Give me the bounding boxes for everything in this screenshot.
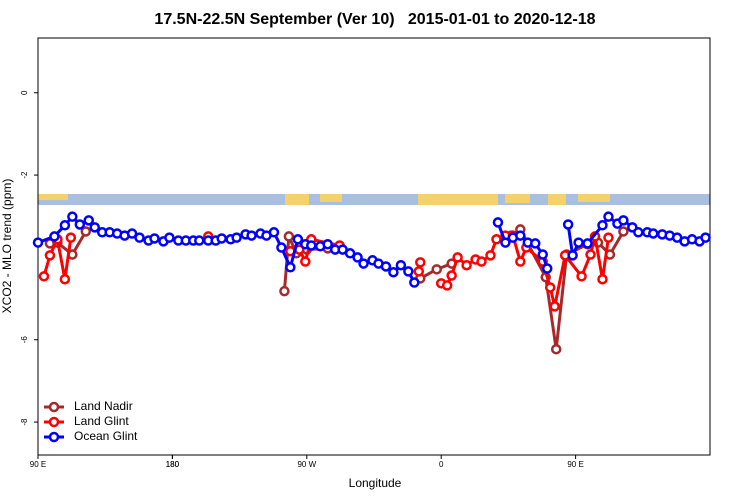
data-point: [38, 271, 50, 282]
y-tick-label: -6: [20, 336, 29, 344]
data-point: [74, 219, 86, 230]
data-point: [164, 232, 175, 243]
legend-marker: [48, 416, 60, 428]
data-point: [597, 220, 608, 231]
data-point: [550, 343, 562, 355]
data-point: [306, 240, 317, 251]
data-point: [492, 217, 504, 228]
data-point: [567, 250, 578, 261]
data-point: [409, 277, 420, 288]
data-point: [285, 262, 296, 273]
data-point: [544, 282, 556, 293]
data-point: [292, 234, 304, 245]
data-point: [83, 215, 95, 226]
y-tick-label: 0: [20, 90, 29, 95]
data-point: [246, 230, 257, 241]
data-point: [415, 257, 426, 268]
data-point: [268, 227, 280, 238]
data-point: [59, 220, 71, 231]
data-point: [549, 301, 560, 312]
data-point: [585, 249, 596, 260]
chart-title: 17.5N-22.5N September (Ver 10) 2015-01-0…: [154, 11, 595, 28]
x-tick-label: 90 E: [30, 460, 46, 469]
y-tick-label: -2: [20, 171, 29, 179]
data-point: [515, 230, 526, 241]
data-point: [648, 228, 659, 239]
legend-label: Land Glint: [74, 414, 129, 428]
data-point: [276, 242, 287, 253]
data-point: [134, 232, 145, 243]
data-point: [461, 259, 472, 271]
legend-marker: [48, 401, 60, 413]
data-point: [582, 238, 593, 249]
x-tick-label: 180: [166, 460, 180, 469]
legend-marker: [48, 431, 60, 443]
data-point: [216, 233, 227, 244]
data-point: [446, 270, 457, 281]
x-tick-label: 0: [439, 460, 444, 469]
x-axis-label: Longitude: [349, 476, 402, 490]
data-point: [700, 232, 711, 243]
data-point: [576, 271, 587, 282]
legend-label: Ocean Glint: [74, 429, 138, 443]
data-point: [452, 252, 463, 263]
data-point: [431, 264, 442, 275]
data-point: [618, 215, 629, 226]
data-point: [603, 232, 614, 243]
data-point: [67, 211, 78, 222]
data-point: [515, 256, 526, 267]
data-point: [633, 227, 644, 238]
data-point: [149, 233, 160, 244]
data-point: [491, 234, 502, 245]
data-point: [413, 266, 425, 277]
data-point: [32, 237, 44, 248]
y-axis-label: XCO2 - MLO trend (ppm): [0, 179, 14, 314]
data-point: [603, 211, 614, 222]
series-line: [440, 234, 610, 308]
data-point: [89, 222, 100, 233]
data-point: [403, 266, 414, 277]
data-point: [541, 263, 553, 274]
data-point: [59, 273, 71, 285]
data-point: [80, 226, 92, 237]
data-point: [352, 252, 363, 263]
data-point: [380, 261, 392, 272]
data-point: [358, 258, 369, 269]
x-tick-label: 180: [166, 460, 180, 469]
data-point: [395, 259, 407, 271]
y-tick-label: -8: [20, 418, 29, 426]
data-point: [126, 228, 138, 239]
data-point: [476, 256, 487, 267]
data-point: [300, 256, 311, 267]
data-point: [322, 238, 333, 250]
data-point: [194, 235, 205, 246]
land-sea-strip: [38, 194, 710, 205]
x-tick-label: 90 W: [297, 460, 316, 469]
data-point: [441, 280, 453, 291]
plot-frame: [37, 37, 711, 456]
data-point: [283, 231, 295, 242]
data-point: [65, 232, 77, 243]
data-point: [530, 238, 541, 249]
data-point: [231, 232, 242, 243]
data-point: [44, 250, 56, 261]
data-point: [597, 273, 608, 285]
data-point: [388, 266, 399, 278]
x-tick-label: 90 E: [567, 460, 583, 469]
legend-label: Land Nadir: [74, 399, 133, 413]
data-point: [562, 219, 574, 230]
data-point: [537, 249, 548, 260]
data-point: [573, 237, 584, 248]
data-point: [500, 237, 511, 248]
data-point: [618, 226, 629, 237]
data-point: [485, 250, 496, 261]
data-point: [344, 248, 356, 259]
data-point: [279, 285, 290, 297]
data-point: [49, 231, 60, 242]
